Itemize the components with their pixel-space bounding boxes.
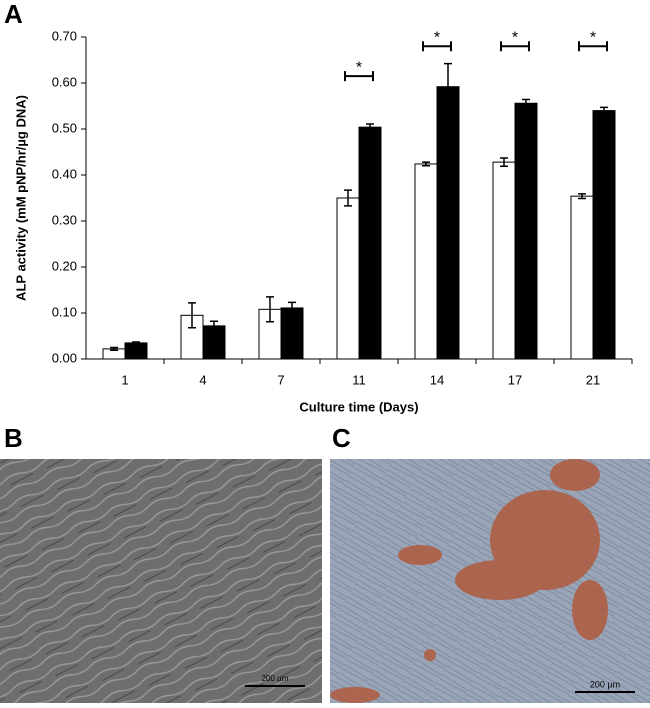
error-bar xyxy=(210,320,218,332)
y-axis-title: ALP activity (mM pNP/hr/µg DNA) xyxy=(13,95,28,301)
significance-label: * xyxy=(356,59,362,76)
error-bar xyxy=(132,341,140,345)
panel-label: C xyxy=(332,423,351,453)
error-bar xyxy=(522,98,530,108)
y-tick-label: 0.20 xyxy=(52,258,77,273)
x-tick-label: 14 xyxy=(430,372,444,387)
significance-label: * xyxy=(590,29,596,46)
y-tick-label: 0.60 xyxy=(52,74,77,89)
significance-bracket xyxy=(344,71,374,82)
x-tick-label: 21 xyxy=(586,372,600,387)
y-tick-label: 0.50 xyxy=(52,120,77,135)
cell-texture xyxy=(0,459,322,703)
bar-chart: 0.00 0.10 0.20 0.30 0.40 0.50 0.60 0.70 ALP acti… xyxy=(13,28,633,414)
significance-bracket xyxy=(578,41,608,52)
bar xyxy=(124,342,148,360)
x-tick-label: 4 xyxy=(199,372,206,387)
micrograph-c: 200 µm C xyxy=(330,423,650,703)
significance-bracket xyxy=(500,41,530,52)
error-bar xyxy=(600,106,608,115)
bar xyxy=(436,86,460,360)
scale-bar-label: 200 µm xyxy=(262,674,289,683)
x-tick-label: 1 xyxy=(121,372,128,387)
x-tick-label: 7 xyxy=(277,372,284,387)
significance-label: * xyxy=(512,29,518,46)
x-tick-label: 17 xyxy=(508,372,522,387)
significance-bracket xyxy=(422,41,452,52)
micrograph-b: 200 µm B xyxy=(0,423,322,703)
error-bar xyxy=(422,161,430,167)
significance-label: * xyxy=(434,29,440,46)
scale-bar-label: 200 µm xyxy=(590,679,620,689)
y-tick-label: 0.10 xyxy=(52,304,77,319)
bar xyxy=(414,163,438,360)
error-bar xyxy=(110,346,118,352)
y-tick-label: 0.30 xyxy=(52,212,77,227)
error-bar xyxy=(444,62,452,111)
panel-label: A xyxy=(4,0,23,29)
bar xyxy=(336,197,360,360)
error-bar xyxy=(500,157,508,168)
bar xyxy=(492,161,516,360)
error-bar xyxy=(188,302,196,329)
y-tick-label: 0.70 xyxy=(52,28,77,43)
bar xyxy=(592,110,616,360)
x-axis-title: Culture time (Days) xyxy=(299,399,418,414)
bar xyxy=(570,195,594,360)
error-bar xyxy=(344,189,352,207)
error-bar xyxy=(266,296,274,323)
y-tick-label: 0.40 xyxy=(52,166,77,181)
bar xyxy=(358,126,382,360)
x-tick-label: 11 xyxy=(352,372,366,387)
bar xyxy=(514,102,538,360)
y-tick-label: 0.00 xyxy=(52,350,77,365)
panel-label: B xyxy=(4,423,23,453)
error-bar xyxy=(578,193,586,200)
stain-clusters xyxy=(330,459,608,703)
bar xyxy=(280,307,304,360)
error-bar xyxy=(288,301,296,315)
error-bar xyxy=(366,123,374,132)
